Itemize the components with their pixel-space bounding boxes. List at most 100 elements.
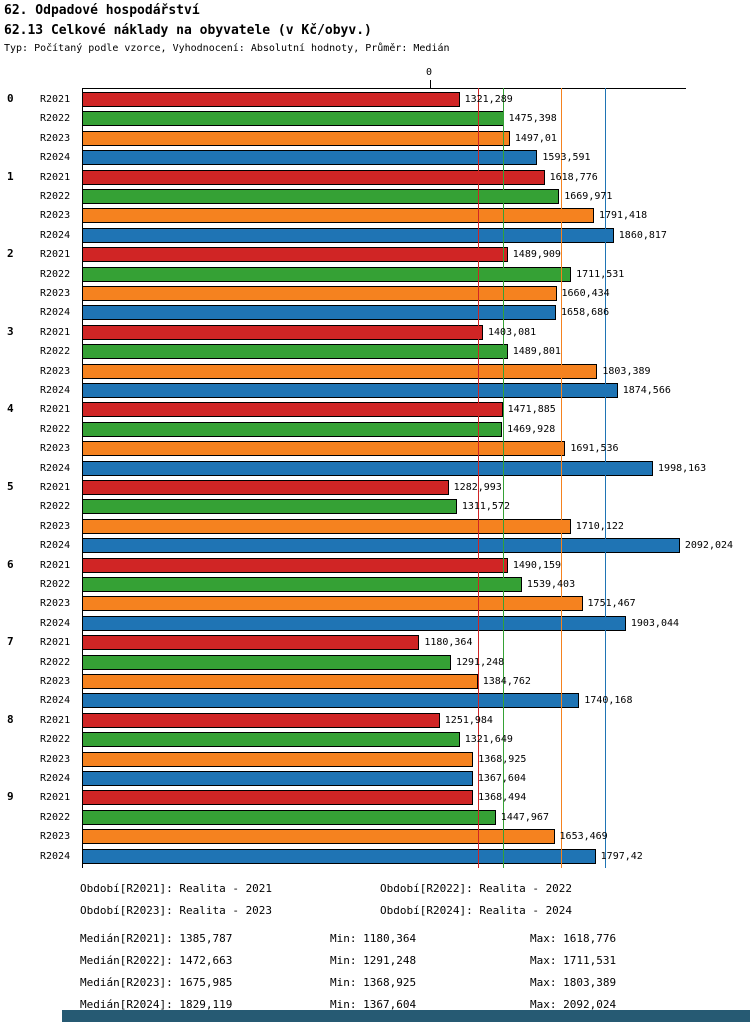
bar-r2022 <box>82 499 457 515</box>
bar-r2023 <box>82 596 583 612</box>
series-label: R2024 <box>40 695 71 707</box>
bar-value-label: 1710,122 <box>575 520 624 532</box>
bar-value-label: 1282,993 <box>453 482 502 493</box>
series-label: R2022 <box>40 734 71 746</box>
bar-r2021 <box>82 92 460 107</box>
bar-r2022 <box>82 809 496 825</box>
series-label: R2023 <box>40 753 71 765</box>
stats-cell: Medián[R2021]: 1385,787 <box>80 932 233 945</box>
bar-r2022 <box>82 421 503 437</box>
bar-r2024 <box>82 848 596 864</box>
bar-r2024 <box>82 150 538 166</box>
bar-value-label: 1489,801 <box>512 346 561 358</box>
bar-value-label: 1471,885 <box>507 404 556 416</box>
bar-value-label: 1403,081 <box>487 326 537 338</box>
bar-r2021 <box>82 324 483 340</box>
stats-cell: Medián[R2024]: 1829,119 <box>80 998 233 1011</box>
x-axis-line <box>82 88 686 89</box>
bar-value-label: 1691,536 <box>570 443 619 455</box>
series-label: R2022 <box>40 268 71 280</box>
chart-title-line2: 62.13 Celkové náklady na obyvatele (v Kč… <box>4 23 372 38</box>
stats-cell: Max: 1618,776 <box>530 932 617 945</box>
bar-value-label: 1998,163 <box>658 462 707 474</box>
bar-r2023 <box>82 518 571 534</box>
bar-r2022 <box>82 654 451 670</box>
stats-cell: Medián[R2023]: 1675,985 <box>80 976 233 989</box>
legend-item: Období[R2022]: Realita - 2022 <box>380 882 573 895</box>
bar-value-label: 1321,649 <box>464 734 513 746</box>
bar-value-label: 1251,984 <box>444 714 493 726</box>
series-label: R2024 <box>40 617 71 629</box>
bar-r2022 <box>82 266 572 282</box>
bar-value-label: 1475,398 <box>508 113 557 125</box>
bar-value-label: 1618,776 <box>549 171 598 183</box>
axis-zero-label: 0 <box>426 67 433 78</box>
series-label: R2023 <box>40 520 71 532</box>
stats-cell: Max: 1803,389 <box>530 976 617 989</box>
bar-r2024 <box>82 383 618 398</box>
stats-cell: Medián[R2022]: 1472,663 <box>80 954 233 967</box>
legend-item: Období[R2021]: Realita - 2021 <box>80 882 273 895</box>
bar-value-label: 1539,403 <box>526 579 576 590</box>
bar-r2023 <box>82 363 598 379</box>
series-label: R2022 <box>40 656 71 668</box>
chart-title-line1: 62. Odpadové hospodářství <box>4 3 200 18</box>
series-label: R2022 <box>40 113 71 125</box>
series-label: R2022 <box>40 346 71 358</box>
series-label: R2024 <box>40 385 71 396</box>
stats-cell: Min: 1291,248 <box>330 954 417 967</box>
chart-subtitle: Typ: Počítaný podle vzorce, Vyhodnocení:… <box>4 43 450 54</box>
bar-value-label: 1490,159 <box>512 559 562 571</box>
axis-zero-tick <box>430 80 431 88</box>
group-label: 6 <box>7 557 14 571</box>
series-label: R2021 <box>40 404 71 416</box>
series-label: R2022 <box>40 501 71 513</box>
series-label: R2023 <box>40 365 71 377</box>
bar-r2023 <box>82 441 566 457</box>
bar-r2024 <box>82 227 614 243</box>
bar-r2022 <box>82 189 560 204</box>
group-label: 1 <box>7 169 14 183</box>
y-axis-line <box>82 88 83 868</box>
bar-r2024 <box>82 771 473 786</box>
bar-r2021 <box>82 635 420 651</box>
bar-r2023 <box>82 286 557 301</box>
series-label: R2022 <box>40 579 71 590</box>
series-label: R2021 <box>40 637 71 649</box>
bar-value-label: 1874,566 <box>622 385 671 396</box>
series-label: R2024 <box>40 152 71 164</box>
bar-r2021 <box>82 169 545 185</box>
median-line-r2024 <box>604 88 606 868</box>
bar-r2024 <box>82 305 557 321</box>
series-label: R2023 <box>40 831 71 843</box>
bar-value-label: 1180,364 <box>424 637 473 649</box>
bar-r2023 <box>82 674 478 689</box>
bar-value-label: 1593,591 <box>542 152 591 164</box>
median-line-r2021 <box>478 88 480 868</box>
bar-r2024 <box>82 615 626 631</box>
bar-r2024 <box>82 693 580 709</box>
legend-item: Období[R2024]: Realita - 2024 <box>380 904 573 917</box>
bar-value-label: 1860,817 <box>618 229 667 241</box>
series-label: R2024 <box>40 229 71 241</box>
series-label: R2023 <box>40 676 71 687</box>
stats-cell: Min: 1180,364 <box>330 932 417 945</box>
bar-value-label: 1311,572 <box>461 501 510 513</box>
series-label: R2024 <box>40 462 71 474</box>
bar-value-label: 1791,418 <box>598 210 648 222</box>
series-label: R2023 <box>40 210 71 222</box>
bar-r2021 <box>82 557 508 573</box>
series-label: R2021 <box>40 249 71 261</box>
bar-value-label: 1469,928 <box>507 423 556 435</box>
legend-item: Období[R2023]: Realita - 2023 <box>80 904 273 917</box>
stats-cell: Max: 1711,531 <box>530 954 617 967</box>
group-label: 7 <box>7 635 14 649</box>
group-label: 9 <box>7 790 14 804</box>
bar-value-label: 1368,494 <box>478 792 527 804</box>
series-label: R2022 <box>40 811 71 823</box>
bar-r2021 <box>82 712 440 728</box>
group-label: 5 <box>7 480 14 493</box>
group-label: 2 <box>7 247 14 261</box>
series-label: R2021 <box>40 559 71 571</box>
bar-r2024 <box>82 460 654 476</box>
